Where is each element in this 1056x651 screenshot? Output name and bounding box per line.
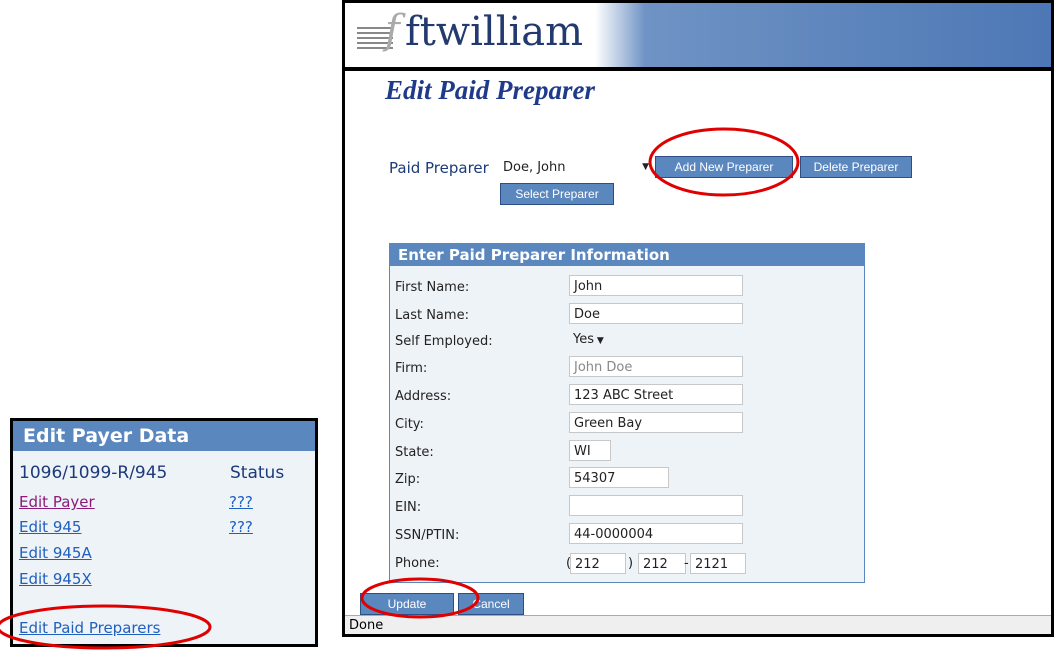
field-label: Zip: — [395, 472, 421, 487]
logo-lines-icon — [357, 27, 393, 49]
delete-preparer-button[interactable]: Delete Preparer — [800, 156, 912, 178]
field-input[interactable]: 44-0000004 — [569, 523, 743, 544]
field-input[interactable]: 123 ABC Street — [569, 384, 743, 405]
select-preparer-button[interactable]: Select Preparer — [500, 183, 614, 205]
browser-window: f ftwilliam Edit Paid Preparer Paid Prep… — [342, 0, 1054, 637]
field-label: SSN/PTIN: — [395, 528, 460, 543]
panel-title: Edit Payer Data — [13, 421, 315, 451]
field-label: State: — [395, 445, 434, 460]
field-value: 123 ABC Street — [574, 388, 674, 403]
paid-preparer-label: Paid Preparer — [389, 159, 489, 177]
edit-payer-data-panel: Edit Payer Data 1096/1099-R/945 Status E… — [10, 418, 318, 647]
field-value: Yes — [573, 332, 594, 347]
field-input[interactable]: John Doe — [569, 356, 743, 377]
status-bar: Done — [345, 615, 1051, 634]
field-value: 54307 — [574, 471, 616, 486]
add-new-preparer-button[interactable]: Add New Preparer — [655, 156, 793, 178]
field-input[interactable]: 54307 — [569, 467, 669, 488]
edit-945-link[interactable]: Edit 945 — [19, 518, 82, 536]
dropdown-arrow-icon: ▼ — [594, 336, 604, 346]
selected-value: Doe, John — [503, 160, 566, 175]
field-value: 44-0000004 — [574, 527, 654, 542]
form-column-header: 1096/1099-R/945 — [19, 463, 168, 483]
phone-area-input[interactable]: 212 — [570, 553, 626, 574]
field-label: Address: — [395, 389, 452, 404]
field-label: Firm: — [395, 361, 428, 376]
status-column-header: Status — [230, 463, 285, 483]
logo: ftwilliam — [405, 9, 584, 55]
field-label: First Name: — [395, 280, 470, 295]
field-input[interactable]: WI — [569, 440, 611, 461]
phone-separator: ) — [628, 556, 634, 571]
field-value: Green Bay — [574, 416, 643, 431]
self-employed-select[interactable]: Yes ▼ — [569, 329, 625, 350]
paid-preparer-select[interactable]: Doe, John ▼ — [499, 157, 651, 178]
field-label: Self Employed: — [395, 334, 493, 349]
phone-line-input[interactable]: 2121 — [690, 553, 746, 574]
field-label: EIN: — [395, 500, 422, 515]
form-title: Enter Paid Preparer Information — [390, 244, 864, 266]
field-input[interactable]: Doe — [569, 303, 743, 324]
edit-payer-link[interactable]: Edit Payer — [19, 493, 95, 511]
update-button[interactable]: Update — [360, 593, 454, 615]
field-label: Last Name: — [395, 308, 469, 323]
page-title: Edit Paid Preparer — [385, 75, 595, 105]
logo-banner: f ftwilliam — [345, 3, 1051, 71]
phone-prefix-input[interactable]: 212 — [638, 553, 686, 574]
dropdown-arrow-icon: ▼ — [642, 162, 649, 172]
field-input[interactable]: Green Bay — [569, 412, 743, 433]
field-value: John — [574, 279, 603, 294]
preparer-info-form: Enter Paid Preparer Information First Na… — [389, 243, 865, 583]
status-link[interactable]: ??? — [229, 493, 253, 511]
field-label: City: — [395, 417, 424, 432]
field-value: WI — [574, 444, 591, 459]
phone-separator: - — [684, 556, 689, 571]
edit-945x-link[interactable]: Edit 945X — [19, 570, 92, 588]
field-value: John Doe — [574, 360, 633, 375]
phone-separator: ( — [566, 556, 572, 571]
edit-945a-link[interactable]: Edit 945A — [19, 544, 92, 562]
field-value: Doe — [574, 307, 600, 322]
edit-paid-preparers-link[interactable]: Edit Paid Preparers — [19, 619, 161, 637]
field-input[interactable]: John — [569, 275, 743, 296]
field-input[interactable] — [569, 495, 743, 516]
logo-mark: f — [385, 7, 400, 53]
status-link[interactable]: ??? — [229, 518, 253, 536]
cancel-button[interactable]: Cancel — [458, 593, 524, 615]
field-label: Phone: — [395, 556, 440, 571]
